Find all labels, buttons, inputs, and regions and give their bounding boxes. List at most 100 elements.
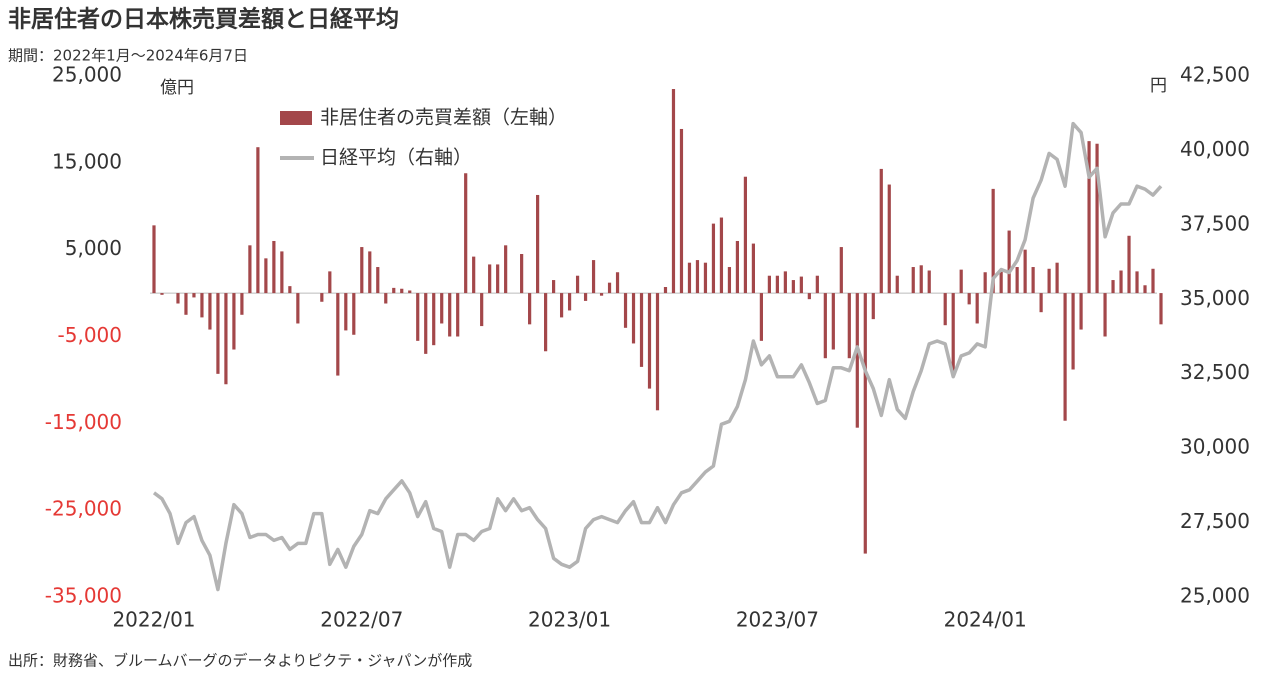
bar bbox=[639, 293, 644, 367]
y2-tick-label: 27,500 bbox=[1180, 509, 1250, 533]
bar bbox=[368, 251, 372, 294]
bar bbox=[943, 293, 947, 326]
bar bbox=[623, 293, 628, 328]
x-tick-label: 2023/01 bbox=[528, 608, 611, 632]
bar bbox=[1039, 293, 1043, 313]
x-tick-label: 2022/07 bbox=[320, 608, 403, 632]
bar bbox=[679, 128, 684, 294]
bar bbox=[208, 293, 212, 330]
bar bbox=[743, 176, 748, 294]
bar bbox=[224, 293, 228, 385]
bar bbox=[607, 282, 612, 294]
bar bbox=[328, 271, 332, 294]
y2-tick-label: 25,000 bbox=[1180, 584, 1250, 608]
bar bbox=[727, 267, 732, 294]
y2-tick-label: 40,000 bbox=[1180, 137, 1250, 161]
bar bbox=[248, 245, 252, 294]
bar bbox=[296, 293, 300, 324]
y-tick-label: -35,000 bbox=[45, 584, 122, 608]
bar bbox=[1127, 235, 1131, 294]
bar bbox=[783, 271, 787, 294]
bar bbox=[336, 293, 340, 376]
bar bbox=[456, 293, 460, 337]
bar bbox=[599, 293, 604, 296]
bar bbox=[671, 89, 676, 294]
bar bbox=[647, 293, 652, 389]
bar bbox=[1055, 262, 1059, 294]
bar bbox=[480, 293, 484, 327]
bar bbox=[216, 293, 220, 374]
y-tick-label: -5,000 bbox=[58, 323, 122, 347]
bar bbox=[504, 245, 508, 294]
legend-swatch bbox=[280, 111, 312, 125]
bar bbox=[1023, 249, 1027, 294]
y-tick-label: 15,000 bbox=[52, 149, 122, 173]
bar bbox=[887, 184, 891, 294]
bar bbox=[416, 293, 420, 341]
bar bbox=[687, 262, 692, 294]
bar bbox=[424, 293, 428, 354]
bar bbox=[320, 293, 324, 302]
bar bbox=[591, 260, 596, 294]
bar bbox=[919, 265, 923, 294]
bar bbox=[703, 262, 708, 294]
bar bbox=[1135, 271, 1139, 294]
bar bbox=[520, 254, 524, 294]
bar bbox=[823, 293, 827, 359]
bar bbox=[272, 240, 276, 294]
bar bbox=[1071, 293, 1075, 370]
bar bbox=[280, 251, 284, 294]
y2-tick-label: 37,500 bbox=[1180, 211, 1250, 235]
bar bbox=[799, 276, 803, 294]
bar bbox=[1111, 280, 1115, 294]
bar bbox=[360, 247, 364, 294]
bar bbox=[256, 147, 260, 294]
bar bbox=[400, 288, 404, 294]
bar bbox=[408, 290, 412, 294]
bar bbox=[1087, 141, 1091, 294]
bar bbox=[1015, 267, 1019, 294]
bar bbox=[831, 293, 835, 350]
bar bbox=[448, 293, 452, 337]
bar bbox=[176, 293, 180, 304]
bar bbox=[472, 256, 476, 294]
legend-label: 非居住者の売買差額（左軸） bbox=[320, 107, 567, 129]
bar bbox=[384, 293, 388, 304]
bar bbox=[735, 240, 740, 294]
bar bbox=[663, 287, 668, 294]
bar bbox=[751, 243, 756, 294]
bar bbox=[951, 293, 955, 376]
bar bbox=[1151, 268, 1155, 294]
bar bbox=[352, 293, 356, 335]
bar bbox=[759, 293, 763, 341]
bar bbox=[528, 293, 532, 325]
bar bbox=[807, 293, 811, 300]
bar bbox=[975, 293, 979, 324]
bar bbox=[544, 293, 548, 352]
bar bbox=[855, 293, 859, 428]
bar bbox=[1063, 293, 1067, 421]
bar bbox=[1119, 270, 1123, 294]
bar bbox=[1103, 293, 1107, 337]
bar bbox=[711, 223, 716, 294]
bar bbox=[631, 293, 636, 344]
bar bbox=[559, 293, 564, 318]
bar bbox=[1159, 293, 1163, 325]
bar bbox=[695, 260, 700, 294]
bar bbox=[1095, 143, 1099, 294]
y-tick-label: 5,000 bbox=[65, 236, 122, 260]
x-tick-label: 2024/01 bbox=[944, 608, 1027, 632]
bar bbox=[1031, 267, 1035, 294]
bar bbox=[847, 293, 851, 359]
bar bbox=[1007, 230, 1011, 294]
bar bbox=[184, 293, 188, 315]
y2-tick-label: 35,000 bbox=[1180, 286, 1250, 310]
bar bbox=[536, 194, 540, 294]
bar bbox=[927, 270, 931, 294]
y-tick-label: -15,000 bbox=[45, 410, 122, 434]
line bbox=[152, 121, 1163, 592]
bar bbox=[152, 225, 156, 294]
bar bbox=[464, 173, 468, 294]
bar bbox=[719, 217, 724, 294]
y-tick-label: 25,000 bbox=[52, 63, 122, 87]
